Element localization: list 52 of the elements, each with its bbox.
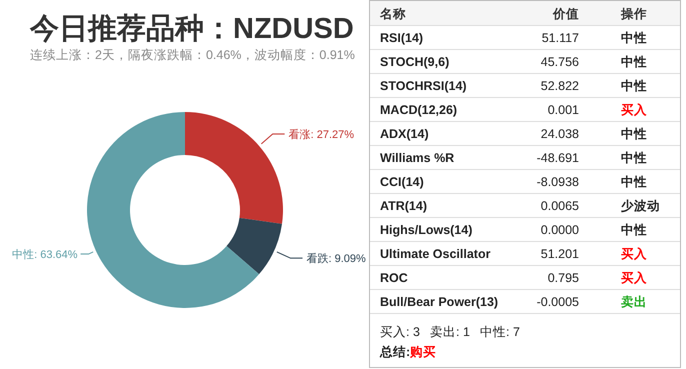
text: 0.795 <box>548 271 580 285</box>
slice-label: 中性 <box>12 248 34 262</box>
text: 买入 <box>621 270 648 285</box>
text: ADX(14) <box>380 127 429 141</box>
text: 24.038 <box>540 127 580 141</box>
text: Williams %R <box>380 151 454 165</box>
text: 中性: 7 <box>480 325 520 339</box>
chart-title: 今日推荐品种：NZDUSD <box>29 13 354 45</box>
text: CCI(14) <box>380 175 424 189</box>
text: 买入 <box>621 102 648 117</box>
slice-label: 看涨 <box>288 128 311 142</box>
text: 中性 <box>621 223 647 237</box>
text: 少波动 <box>621 199 660 213</box>
text: Ultimate Oscillator <box>380 247 491 261</box>
text: Highs/Lows(14) <box>380 223 472 237</box>
text: 总结: <box>379 344 410 359</box>
text: STOCH(9,6) <box>380 55 450 69</box>
text: 51.201 <box>540 247 580 261</box>
text: STOCHRSI(14) <box>380 79 467 93</box>
data-label: : 63.64% <box>34 249 78 262</box>
text: 45.756 <box>540 55 580 69</box>
text: 中性 <box>621 151 647 165</box>
text: 买入 <box>621 246 648 261</box>
text: RSI(14) <box>380 31 424 45</box>
text: 操作 <box>620 7 647 21</box>
text: -48.691 <box>536 151 580 165</box>
text: 中性 <box>621 79 647 93</box>
text: 买入: 3 <box>380 325 420 339</box>
text: -0.0005 <box>536 295 580 309</box>
text: 中性 <box>621 55 647 69</box>
text: 名称 <box>379 7 406 21</box>
text: MACD(12,26) <box>380 103 458 117</box>
text: 0.0000 <box>540 223 580 237</box>
text: Bull/Bear Power(13) <box>380 295 498 309</box>
text: 52.822 <box>540 79 580 93</box>
text: -8.0938 <box>536 175 580 189</box>
text: 中性 <box>621 31 647 45</box>
text: 0.0065 <box>540 199 580 213</box>
text: 卖出: 1 <box>430 325 470 339</box>
data-label: : 27.27% <box>310 129 354 142</box>
text: 中性 <box>621 127 647 141</box>
chart-subtitle: 连续上涨：2天，隔夜涨跌幅：0.46%，波动幅度：0.91% <box>30 47 355 62</box>
text: 中性 <box>621 175 647 189</box>
slice-label: 看跌 <box>306 252 329 266</box>
text: ROC <box>380 271 408 285</box>
text: 购买 <box>409 345 436 359</box>
text: 卖出 <box>621 295 647 309</box>
text: ATR(14) <box>380 199 427 213</box>
data-label: : 9.09% <box>328 253 366 266</box>
text: 51.117 <box>542 31 580 45</box>
text: 0.001 <box>548 103 580 117</box>
text: 价值 <box>552 7 579 21</box>
